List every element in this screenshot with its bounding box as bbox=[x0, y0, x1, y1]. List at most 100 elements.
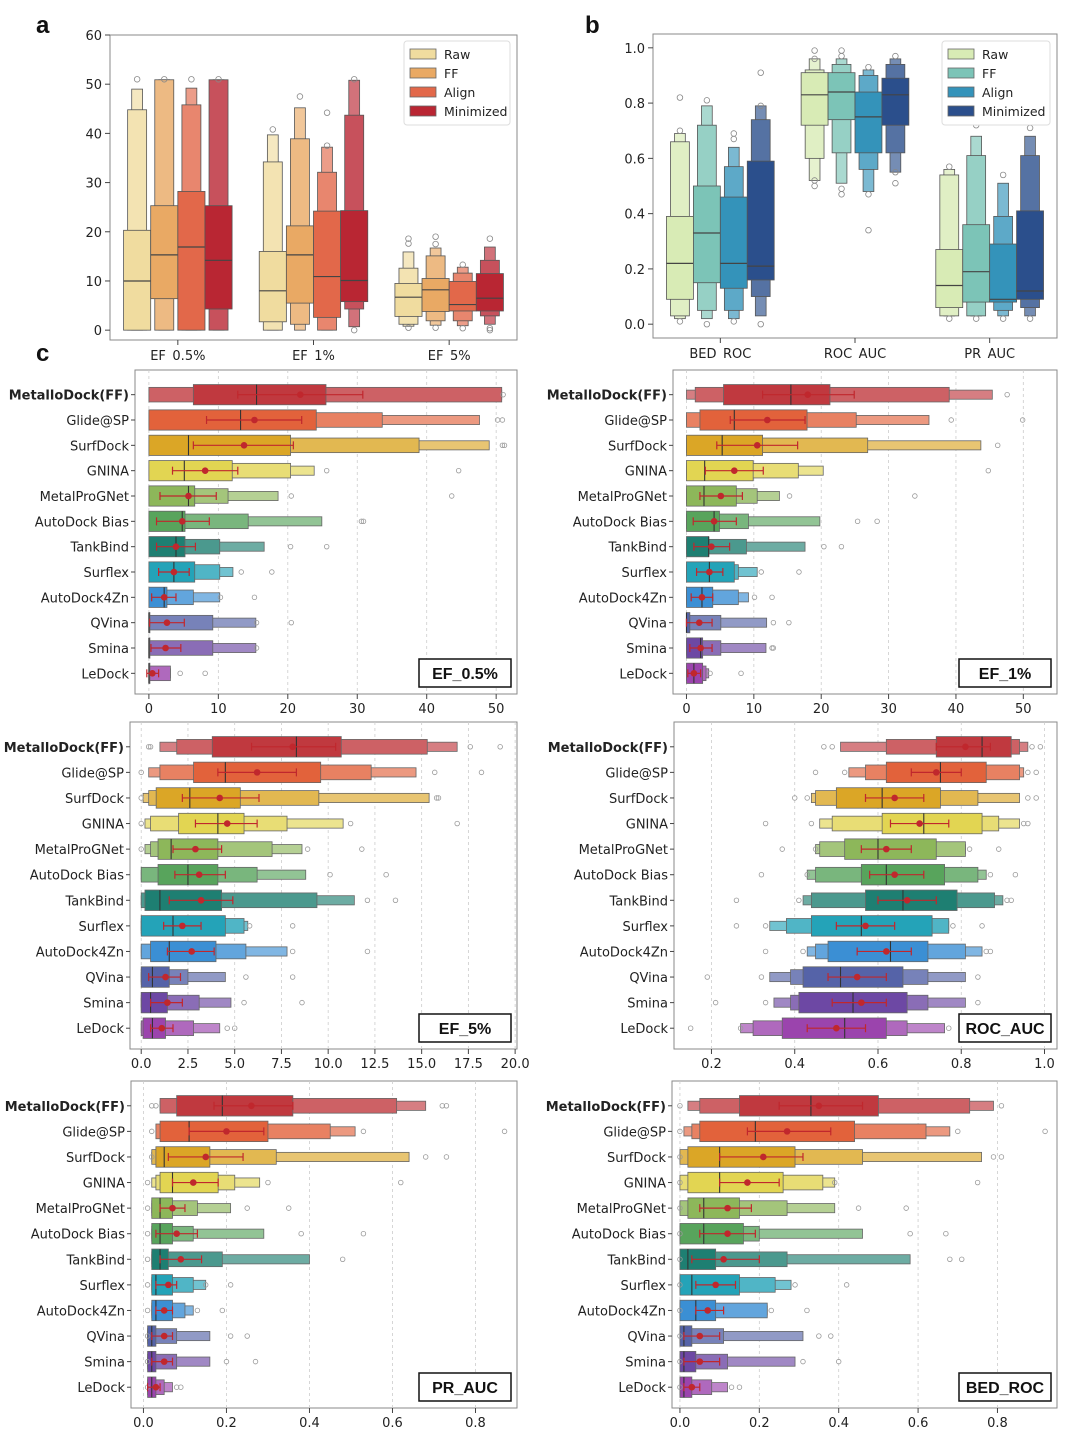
boxen-row bbox=[138, 787, 442, 809]
outlier-point bbox=[677, 1154, 683, 1160]
boxen-level bbox=[692, 185, 721, 284]
outlier-point bbox=[459, 261, 466, 268]
outlier-point bbox=[244, 1333, 250, 1339]
outlier-point bbox=[149, 1128, 155, 1135]
outlier-point bbox=[1019, 417, 1026, 423]
outlier-point bbox=[364, 948, 371, 955]
boxen-row bbox=[758, 864, 1019, 886]
outlier-point bbox=[998, 1103, 1005, 1109]
outlier-point bbox=[149, 1154, 155, 1160]
boxen-row bbox=[779, 838, 1002, 860]
boxen-ff bbox=[285, 93, 314, 331]
outlier-point bbox=[762, 820, 769, 827]
outlier-point bbox=[821, 744, 827, 750]
outlier-point bbox=[730, 135, 737, 143]
boxen-row bbox=[140, 889, 399, 911]
method-label: Surflex bbox=[79, 920, 125, 935]
boxen-row bbox=[148, 384, 506, 406]
outlier-point bbox=[1004, 391, 1010, 398]
x-tick-label: 20.0 bbox=[501, 1057, 530, 1072]
outlier-point bbox=[677, 1103, 683, 1109]
outlier-point bbox=[762, 999, 769, 1006]
outlier-point bbox=[738, 670, 744, 677]
y-tick-label: 0.0 bbox=[624, 318, 645, 333]
method-label: GNINA bbox=[87, 465, 129, 480]
chart-panel-c-roc-auc: 0.2 0.4 0.6 0.8 1.0 MetalloDock(FF) Glide@SP Su… bbox=[548, 721, 1058, 1072]
method-label: SurfDock bbox=[609, 792, 669, 807]
boxen-align bbox=[448, 261, 477, 332]
outlier-point bbox=[677, 1179, 683, 1186]
legend-label: FF bbox=[982, 66, 996, 81]
x-tick-label: 10 bbox=[210, 702, 227, 717]
chart-panel-c-ef-5: 0.0 2.5 5.0 7.5 10.0 12.5 15.0 17.5 20.0 MetalloD… bbox=[4, 721, 530, 1072]
method-label: AutoDock4Zn bbox=[579, 591, 667, 606]
x-tick-label: 0.2 bbox=[701, 1057, 722, 1072]
outlier-point bbox=[912, 493, 918, 499]
method-label: GNINA bbox=[626, 818, 668, 833]
outlier-point bbox=[1033, 769, 1039, 776]
legend-swatch bbox=[947, 48, 975, 60]
boxen-row bbox=[792, 787, 1039, 809]
boxen-level bbox=[935, 249, 964, 308]
x-tick-label: 0.6 bbox=[908, 1416, 929, 1431]
boxen-ff bbox=[827, 47, 856, 198]
mean-point bbox=[178, 518, 186, 525]
outlier-point bbox=[501, 442, 508, 449]
outlier-point bbox=[955, 1128, 961, 1135]
outlier-point bbox=[995, 442, 1001, 449]
method-label: MetalProGNet bbox=[35, 843, 124, 858]
mean-point bbox=[251, 416, 258, 424]
outlier-point bbox=[138, 795, 144, 801]
boxen-row bbox=[686, 662, 744, 684]
x-tick-label: 15.0 bbox=[407, 1057, 436, 1072]
legend-label: Minimized bbox=[444, 104, 508, 119]
method-label: Smina bbox=[626, 642, 667, 657]
mean-point bbox=[165, 1281, 172, 1289]
boxen-ff bbox=[962, 119, 991, 322]
outlier-point bbox=[133, 76, 141, 83]
outlier-point bbox=[224, 1025, 230, 1031]
outlier-point bbox=[966, 846, 973, 852]
y-tick-label: 0.2 bbox=[624, 263, 645, 278]
method-label: MetalProGNet bbox=[577, 1202, 666, 1217]
outlier-point bbox=[796, 897, 802, 903]
boxen-row bbox=[140, 940, 371, 963]
boxen-row bbox=[733, 915, 985, 937]
boxen-row bbox=[686, 409, 1026, 431]
boxen-row bbox=[140, 991, 305, 1014]
metric-label: ROC_AUC bbox=[965, 1021, 1045, 1038]
outlier-point bbox=[757, 102, 764, 110]
method-label: LeDock bbox=[76, 1022, 124, 1037]
boxen-row bbox=[762, 940, 994, 963]
x-tick-label: 0.4 bbox=[784, 1057, 805, 1072]
method-label: QVina bbox=[86, 1330, 125, 1345]
outlier-point bbox=[432, 233, 439, 240]
method-label: TankBind bbox=[65, 1253, 125, 1268]
method-label: AutoDock Bias bbox=[30, 869, 124, 884]
outlier-point bbox=[202, 670, 208, 677]
method-label: AutoDock Bias bbox=[573, 515, 667, 530]
mean-point bbox=[688, 1383, 696, 1391]
outlier-point bbox=[501, 1128, 508, 1135]
boxen-row bbox=[677, 1248, 965, 1270]
outlier-point bbox=[838, 191, 845, 198]
boxen-row bbox=[148, 434, 508, 456]
legend-label: Align bbox=[982, 85, 1013, 100]
y-tick-label: 0 bbox=[94, 324, 102, 339]
boxen-minimized bbox=[204, 76, 233, 331]
mean-point bbox=[858, 999, 865, 1006]
method-label: QVina bbox=[627, 1330, 666, 1345]
legend-label: FF bbox=[444, 66, 458, 81]
outlier-point bbox=[138, 820, 144, 827]
outlier-point bbox=[432, 240, 439, 248]
outlier-point bbox=[138, 846, 144, 852]
legend-frame bbox=[403, 40, 511, 126]
outlier-point bbox=[432, 324, 439, 331]
boxen-row bbox=[686, 485, 918, 507]
panel-letter-a: a bbox=[36, 12, 50, 39]
outlier-point bbox=[779, 846, 785, 852]
outlier-point bbox=[149, 1103, 155, 1109]
outlier-point bbox=[253, 619, 260, 626]
x-tick-label: EF_0.5% bbox=[150, 349, 205, 360]
outlier-point bbox=[1026, 124, 1034, 132]
